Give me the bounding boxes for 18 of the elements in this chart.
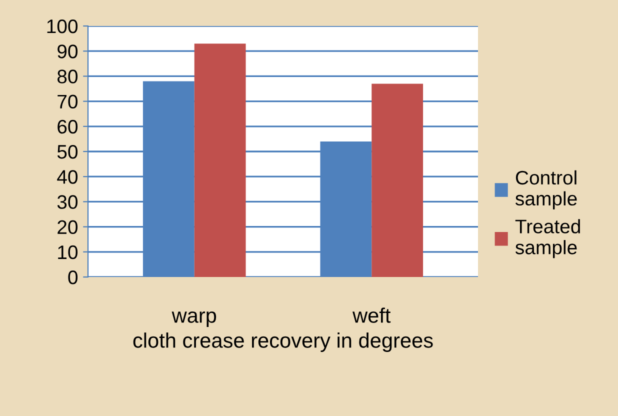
y-tick-label: 80 xyxy=(57,70,78,84)
legend-label: Treated sample xyxy=(515,219,580,258)
y-tick-label: 60 xyxy=(58,120,78,134)
y-tick-label: 10 xyxy=(58,245,78,260)
y-tick-label: 30 xyxy=(57,195,78,209)
y-tick-label: 70 xyxy=(58,94,78,109)
legend-label: Control sample xyxy=(515,170,577,210)
y-tick-label: 20 xyxy=(58,220,78,234)
y-tick-label: 50 xyxy=(57,144,78,159)
y-tick-label: 40 xyxy=(57,170,78,184)
x-tick-label: weft xyxy=(352,308,391,323)
bar xyxy=(372,84,424,277)
y-tick-label: 90 xyxy=(58,44,78,58)
y-tick-label: 0 xyxy=(68,270,78,284)
x-tick-label: warp xyxy=(172,311,216,327)
x-axis-title: cloth crease recovery in degrees xyxy=(133,332,433,352)
y-tick-label: 100 xyxy=(47,19,78,34)
bar xyxy=(194,44,246,277)
